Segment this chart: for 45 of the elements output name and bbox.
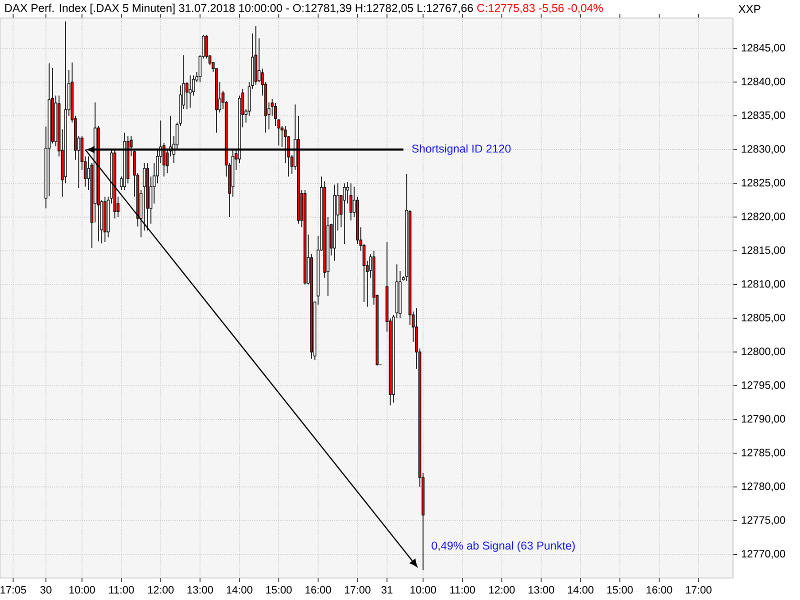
x-tick-label: 13:00 — [188, 586, 213, 594]
x-tick-label: 14:00 — [226, 586, 252, 594]
chart-title: DAX Perf. Index [.DAX 5 Minuten] 31.07.2018 10:00:00 - O:12781,39 H:12782,05 L:12767,66 — [5, 4, 473, 14]
candlestick — [350, 182, 352, 221]
x-tick-label: 13:00 — [528, 586, 554, 594]
y-tick-label: 12805,00 — [742, 314, 786, 323]
x-tick-label: 14:00 — [568, 586, 594, 594]
candlestick — [188, 74, 192, 108]
candlestick — [142, 162, 146, 231]
y-tick-label: 12820,00 — [742, 212, 786, 222]
y-tick-label: 12840,00 — [742, 78, 786, 87]
y-tick-label: 12815,00 — [742, 246, 786, 256]
x-tick-label: 15:00 — [266, 586, 292, 594]
y-tick-label: 12845,00 — [742, 44, 786, 53]
y-tick-label: 12830,00 — [742, 145, 786, 154]
y-tick-label: 12785,00 — [742, 448, 786, 458]
annotation: 0,49% ab Signal (63 Punkte) — [432, 541, 575, 552]
y-tick-label: 12810,00 — [742, 280, 786, 289]
y-tick-label: 12775,00 — [742, 516, 786, 526]
y-tick-label: 12825,00 — [742, 178, 786, 188]
y-tick-label: 12795,00 — [742, 381, 786, 390]
x-tick-label: 17:05 — [0, 586, 26, 594]
x-tick-label: 11:00 — [450, 586, 475, 594]
y-tick-label: 12770,00 — [742, 550, 786, 559]
y-tick-label: 12790,00 — [742, 415, 786, 424]
candlestick — [274, 102, 277, 126]
x-tick-label: 30 — [40, 586, 52, 594]
x-tick-label: 15:00 — [607, 586, 633, 594]
y-tick-label: 12800,00 — [742, 348, 786, 356]
text: XXP — [738, 5, 760, 13]
x-tick-label: 10:00 — [69, 586, 95, 594]
y-tick-label: 12780,00 — [742, 482, 786, 492]
x-tick-label: 11:00 — [109, 586, 134, 594]
x-tick-label: 12:00 — [148, 586, 174, 594]
x-tick-label: 17:00 — [344, 586, 370, 594]
x-tick-label: 16:00 — [646, 586, 672, 594]
x-tick-label: 17:00 — [686, 586, 712, 594]
y-tick-label: 12835,00 — [742, 111, 786, 120]
x-tick-label: 16:00 — [306, 586, 332, 594]
x-tick-label: 10:00 — [410, 586, 436, 594]
x-tick-label: 31 — [381, 586, 392, 594]
candlestick — [342, 182, 346, 244]
chart-subtitle: C:12775,83 -5,56 -0,04% — [477, 4, 603, 14]
annotation: Shortsignal ID 2120 — [412, 144, 511, 155]
x-tick-label: 12:00 — [489, 586, 515, 594]
